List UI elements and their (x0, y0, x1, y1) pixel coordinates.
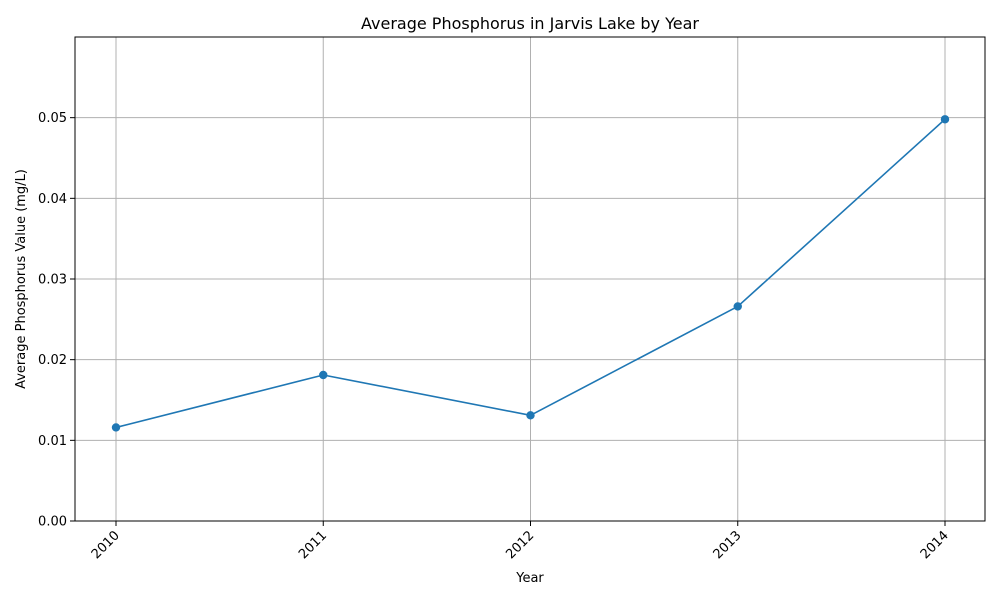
data-point (526, 411, 535, 420)
chart-title: Average Phosphorus in Jarvis Lake by Yea… (361, 14, 699, 33)
x-tick-label: 2013 (711, 528, 745, 562)
axes-layer: 2010 2011 2012 2013 2014 0.00 0.01 0.02 0.03 0.04… (38, 36, 986, 562)
y-tick-label: 0.05 (38, 111, 67, 126)
y-tick-label: 0.03 (38, 273, 67, 288)
grid-layer (75, 37, 985, 522)
y-tick-label: 0.04 (38, 192, 67, 207)
y-tick-label: 0.01 (38, 434, 67, 449)
data-point (733, 302, 742, 311)
x-tick-label: 2014 (918, 528, 952, 562)
data-point (319, 370, 328, 380)
series-layer (111, 115, 950, 432)
x-tick-label: 2010 (89, 528, 123, 562)
x-axis-label: Year (515, 571, 544, 586)
y-axis-label: Average Phosphorus Value (mg/L) (14, 169, 29, 389)
data-point (940, 115, 950, 124)
x-tick-label: 2011 (296, 528, 330, 562)
plot-frame (74, 36, 986, 522)
x-tick-label: 2012 (503, 528, 537, 562)
y-tick-label: 0.00 (38, 515, 67, 530)
data-point (111, 423, 121, 432)
y-tick-label: 0.02 (38, 353, 67, 368)
